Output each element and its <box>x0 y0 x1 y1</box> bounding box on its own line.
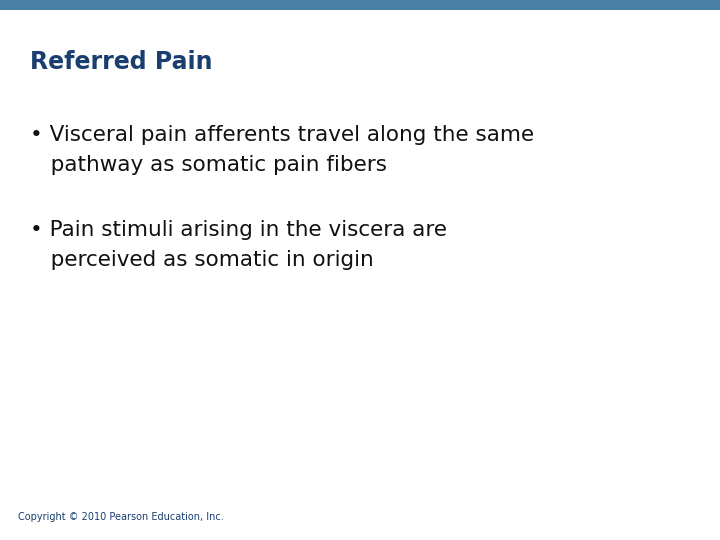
Text: • Visceral pain afferents travel along the same: • Visceral pain afferents travel along t… <box>30 125 534 145</box>
Text: pathway as somatic pain fibers: pathway as somatic pain fibers <box>30 155 387 175</box>
Text: perceived as somatic in origin: perceived as somatic in origin <box>30 250 374 270</box>
Text: Copyright © 2010 Pearson Education, Inc.: Copyright © 2010 Pearson Education, Inc. <box>18 512 224 522</box>
Text: • Pain stimuli arising in the viscera are: • Pain stimuli arising in the viscera ar… <box>30 220 447 240</box>
Bar <box>0 0 720 10</box>
Text: Referred Pain: Referred Pain <box>30 50 212 74</box>
